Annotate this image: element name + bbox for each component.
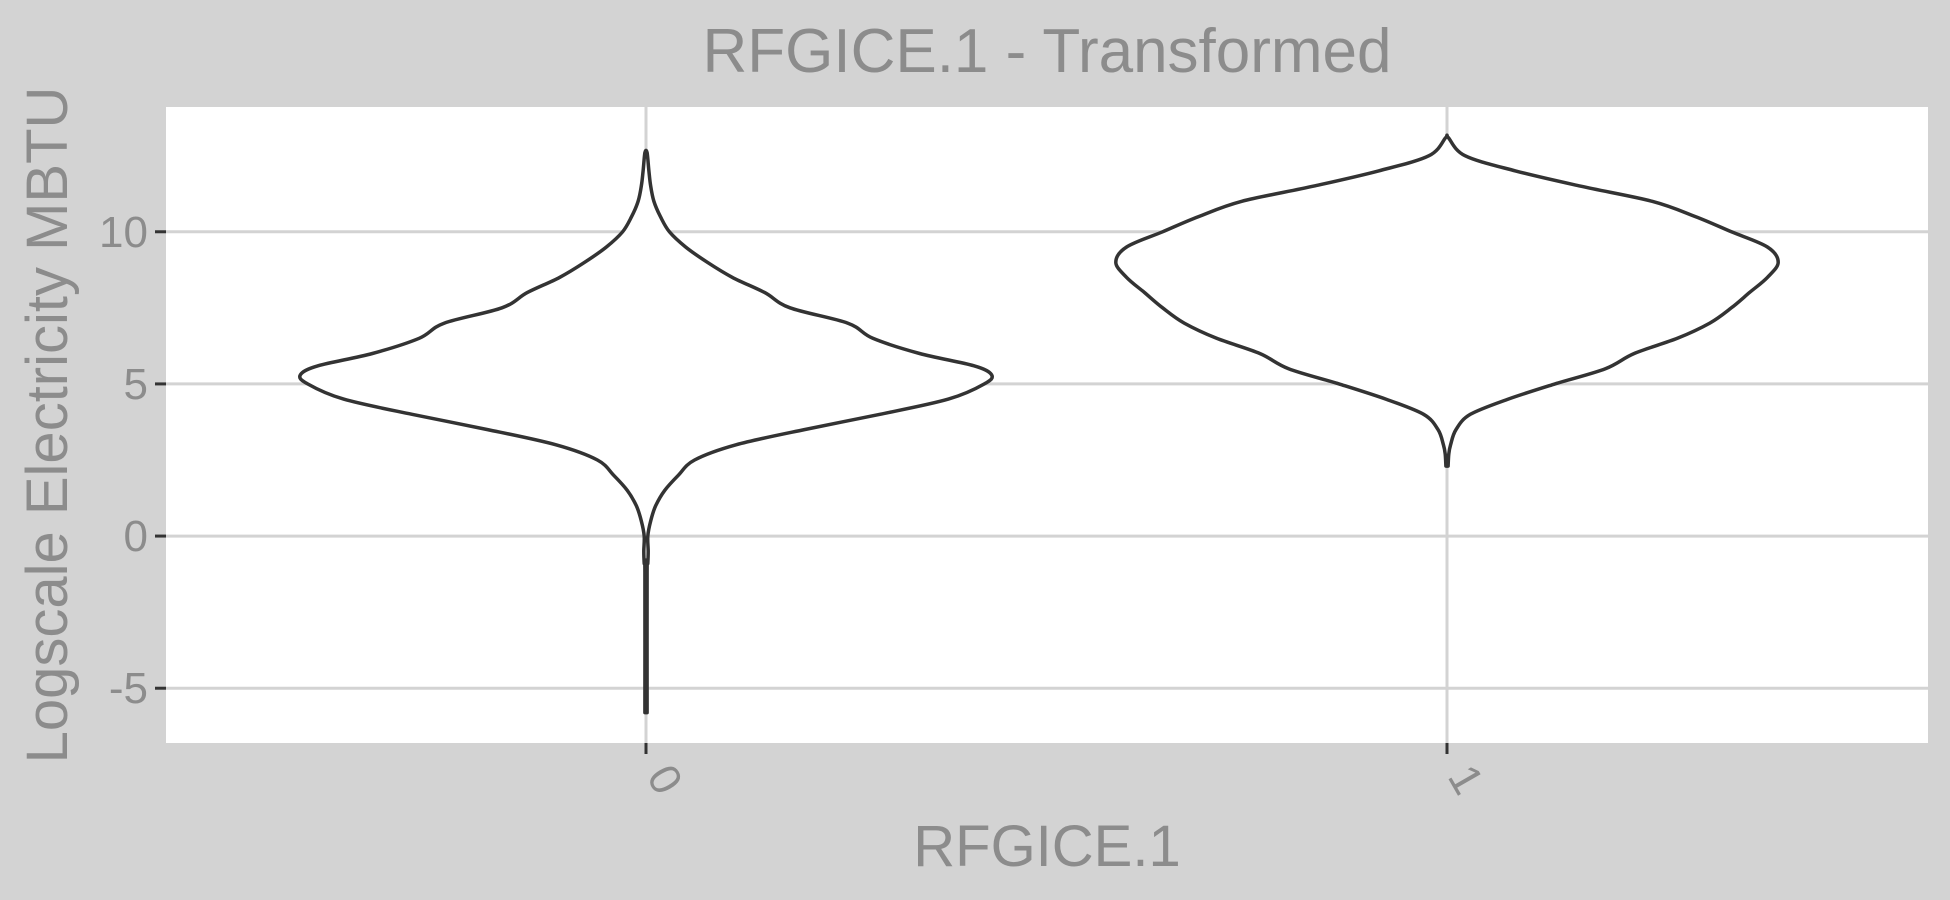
y-tick-label: 0 (124, 512, 148, 561)
x-axis-title: RFGICE.1 (913, 814, 1181, 879)
y-tick-label: 5 (124, 360, 148, 409)
violin-0 (298, 148, 994, 715)
panel-background (166, 107, 1928, 743)
y-tick-label: 10 (99, 208, 148, 257)
violin-1 (1114, 133, 1780, 468)
y-axis-title: Logscale Electricity MBTU (15, 87, 80, 764)
violins (298, 133, 1780, 715)
chart-title: RFGICE.1 - Transformed (702, 17, 1391, 86)
y-tick-label: -5 (109, 664, 148, 713)
